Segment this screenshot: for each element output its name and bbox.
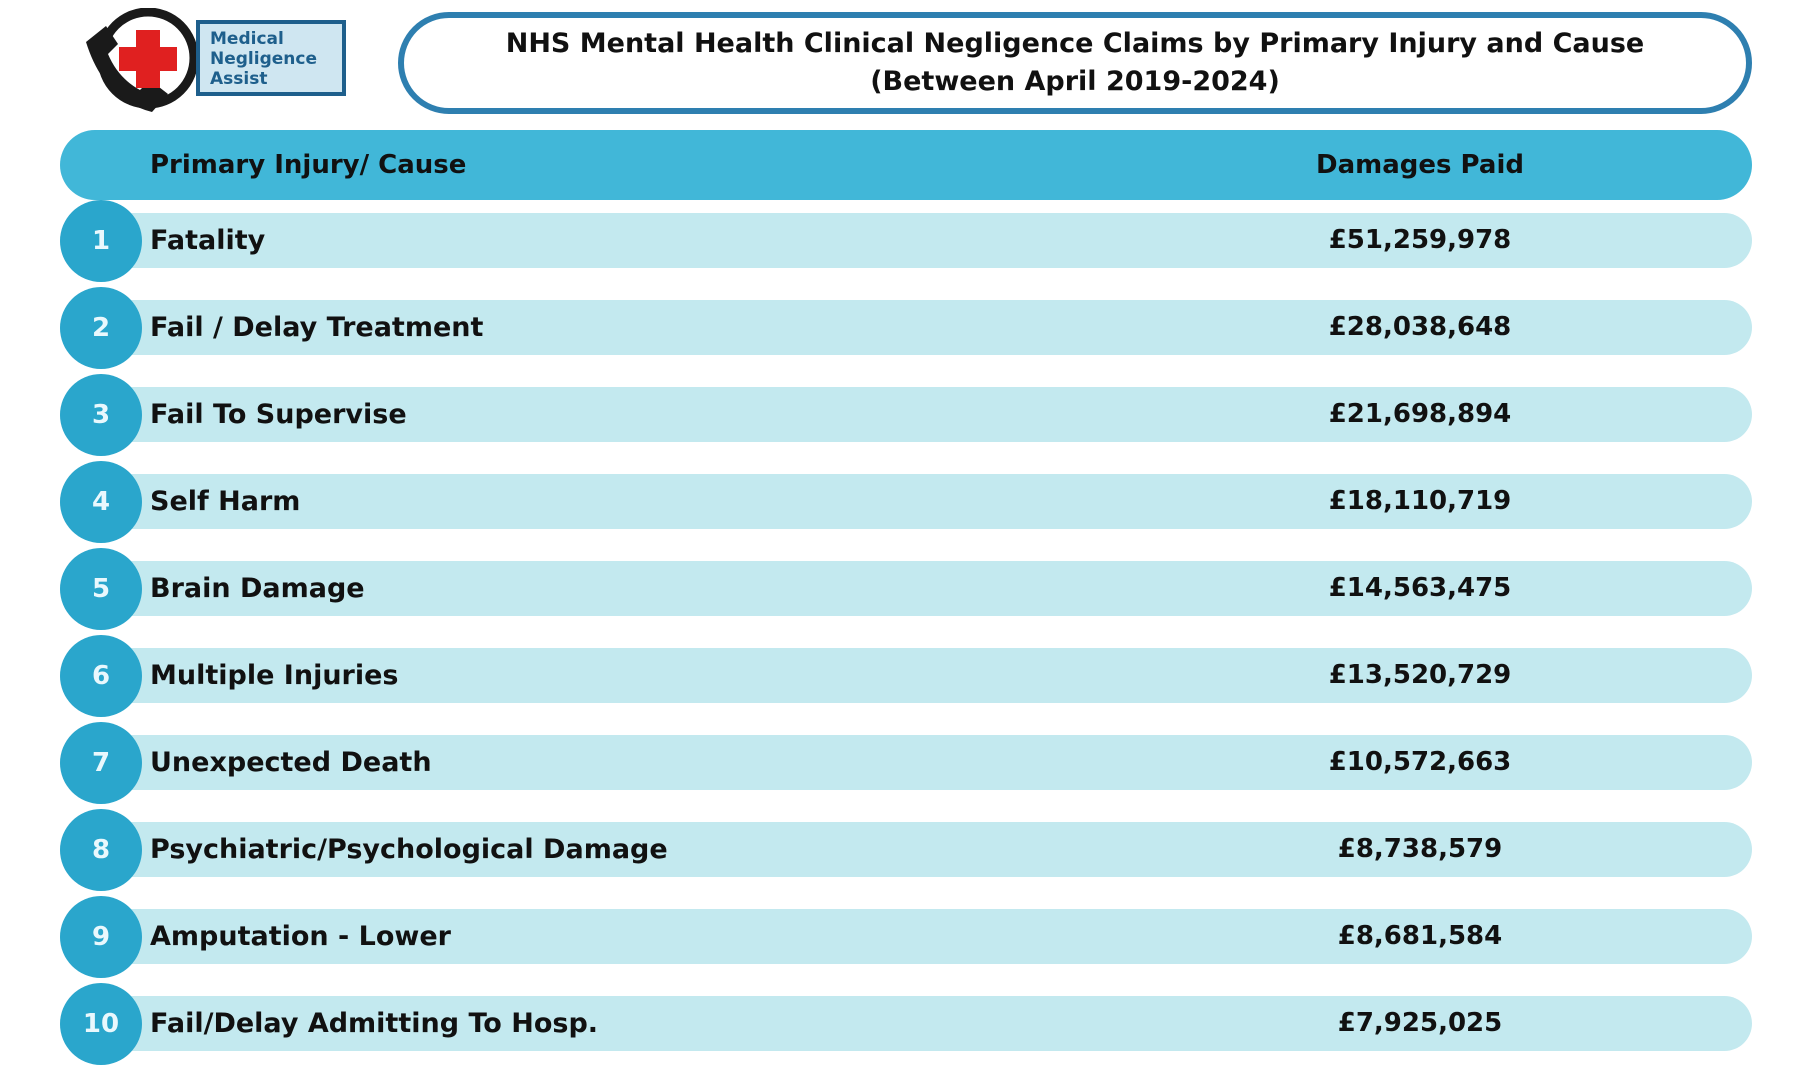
cause-label: Fail To Supervise: [150, 399, 407, 430]
table-row: 10 Fail/Delay Admitting To Hosp. £7,925,02…: [60, 983, 1752, 1065]
table-header: Primary Injury/ Cause Damages Paid: [60, 130, 1752, 200]
rank-badge: 3: [60, 374, 142, 456]
logo-line-1: Medical: [210, 29, 284, 49]
row-bar: [60, 561, 1752, 616]
logo-line-2: Negligence: [210, 49, 317, 69]
row-bar: [60, 387, 1752, 442]
table-row: 7 Unexpected Death £10,572,663: [60, 722, 1752, 804]
damages-value: £10,572,663: [1328, 747, 1512, 777]
cause-label: Self Harm: [150, 486, 301, 517]
table-row: 8 Psychiatric/Psychological Damage £8,738,…: [60, 809, 1752, 891]
cause-label: Fail/Delay Admitting To Hosp.: [150, 1008, 599, 1039]
rank-badge: 2: [60, 287, 142, 369]
rank-badge: 10: [60, 983, 142, 1065]
rank-badge: 6: [60, 635, 142, 717]
cause-label: Amputation - Lower: [150, 921, 451, 952]
rank-badge: 4: [60, 461, 142, 543]
logo: Medical Negligence Assist: [84, 8, 354, 126]
damages-value: £28,038,648: [1328, 312, 1512, 342]
column-header-cause: Primary Injury/ Cause: [150, 150, 467, 180]
table-row: 5 Brain Damage £14,563,475: [60, 548, 1752, 630]
cause-label: Fail / Delay Treatment: [150, 312, 484, 343]
logo-line-3: Assist: [210, 69, 268, 89]
table-row: 3 Fail To Supervise £21,698,894: [60, 374, 1752, 456]
cause-label: Fatality: [150, 225, 266, 256]
chart-title: NHS Mental Health Clinical Negligence Cl…: [505, 28, 1645, 59]
row-bar: [60, 735, 1752, 790]
damages-value: £8,738,579: [1337, 834, 1503, 864]
row-bar: [60, 996, 1752, 1051]
damages-value: £7,925,025: [1337, 1008, 1503, 1038]
table-row: 2 Fail / Delay Treatment £28,038,648: [60, 287, 1752, 369]
cause-label: Brain Damage: [150, 573, 365, 604]
table-row: 9 Amputation - Lower £8,681,584: [60, 896, 1752, 978]
chart-subtitle: (Between April 2019-2024): [870, 66, 1280, 97]
table-row: 4 Self Harm £18,110,719: [60, 461, 1752, 543]
damages-value: £8,681,584: [1337, 921, 1503, 951]
rank-badge: 8: [60, 809, 142, 891]
damages-value: £18,110,719: [1328, 486, 1512, 516]
damages-value: £21,698,894: [1328, 399, 1512, 429]
logo-wordmark-box: Medical Negligence Assist: [196, 20, 346, 96]
cause-label: Unexpected Death: [150, 747, 432, 778]
column-header-damages: Damages Paid: [1316, 150, 1524, 180]
row-bar: [60, 474, 1752, 529]
rank-badge: 7: [60, 722, 142, 804]
row-bar: [60, 909, 1752, 964]
cause-label: Psychiatric/Psychological Damage: [150, 834, 668, 865]
row-bar: [60, 300, 1752, 355]
logo-wordmark: Medical Negligence Assist: [210, 29, 317, 89]
title-banner: NHS Mental Health Clinical Negligence Cl…: [398, 12, 1752, 114]
rank-badge: 1: [60, 200, 142, 282]
damages-value: £51,259,978: [1328, 225, 1512, 255]
rank-badge: 9: [60, 896, 142, 978]
table-row: 6 Multiple Injuries £13,520,729: [60, 635, 1752, 717]
medical-cross-icon: [119, 30, 177, 88]
damages-value: £14,563,475: [1328, 573, 1512, 603]
row-bar: [60, 822, 1752, 877]
row-bar: [60, 648, 1752, 703]
cause-label: Multiple Injuries: [150, 660, 399, 691]
row-bar: [60, 213, 1752, 268]
table-row: 1 Fatality £51,259,978: [60, 200, 1752, 282]
rank-badge: 5: [60, 548, 142, 630]
damages-value: £13,520,729: [1328, 660, 1512, 690]
